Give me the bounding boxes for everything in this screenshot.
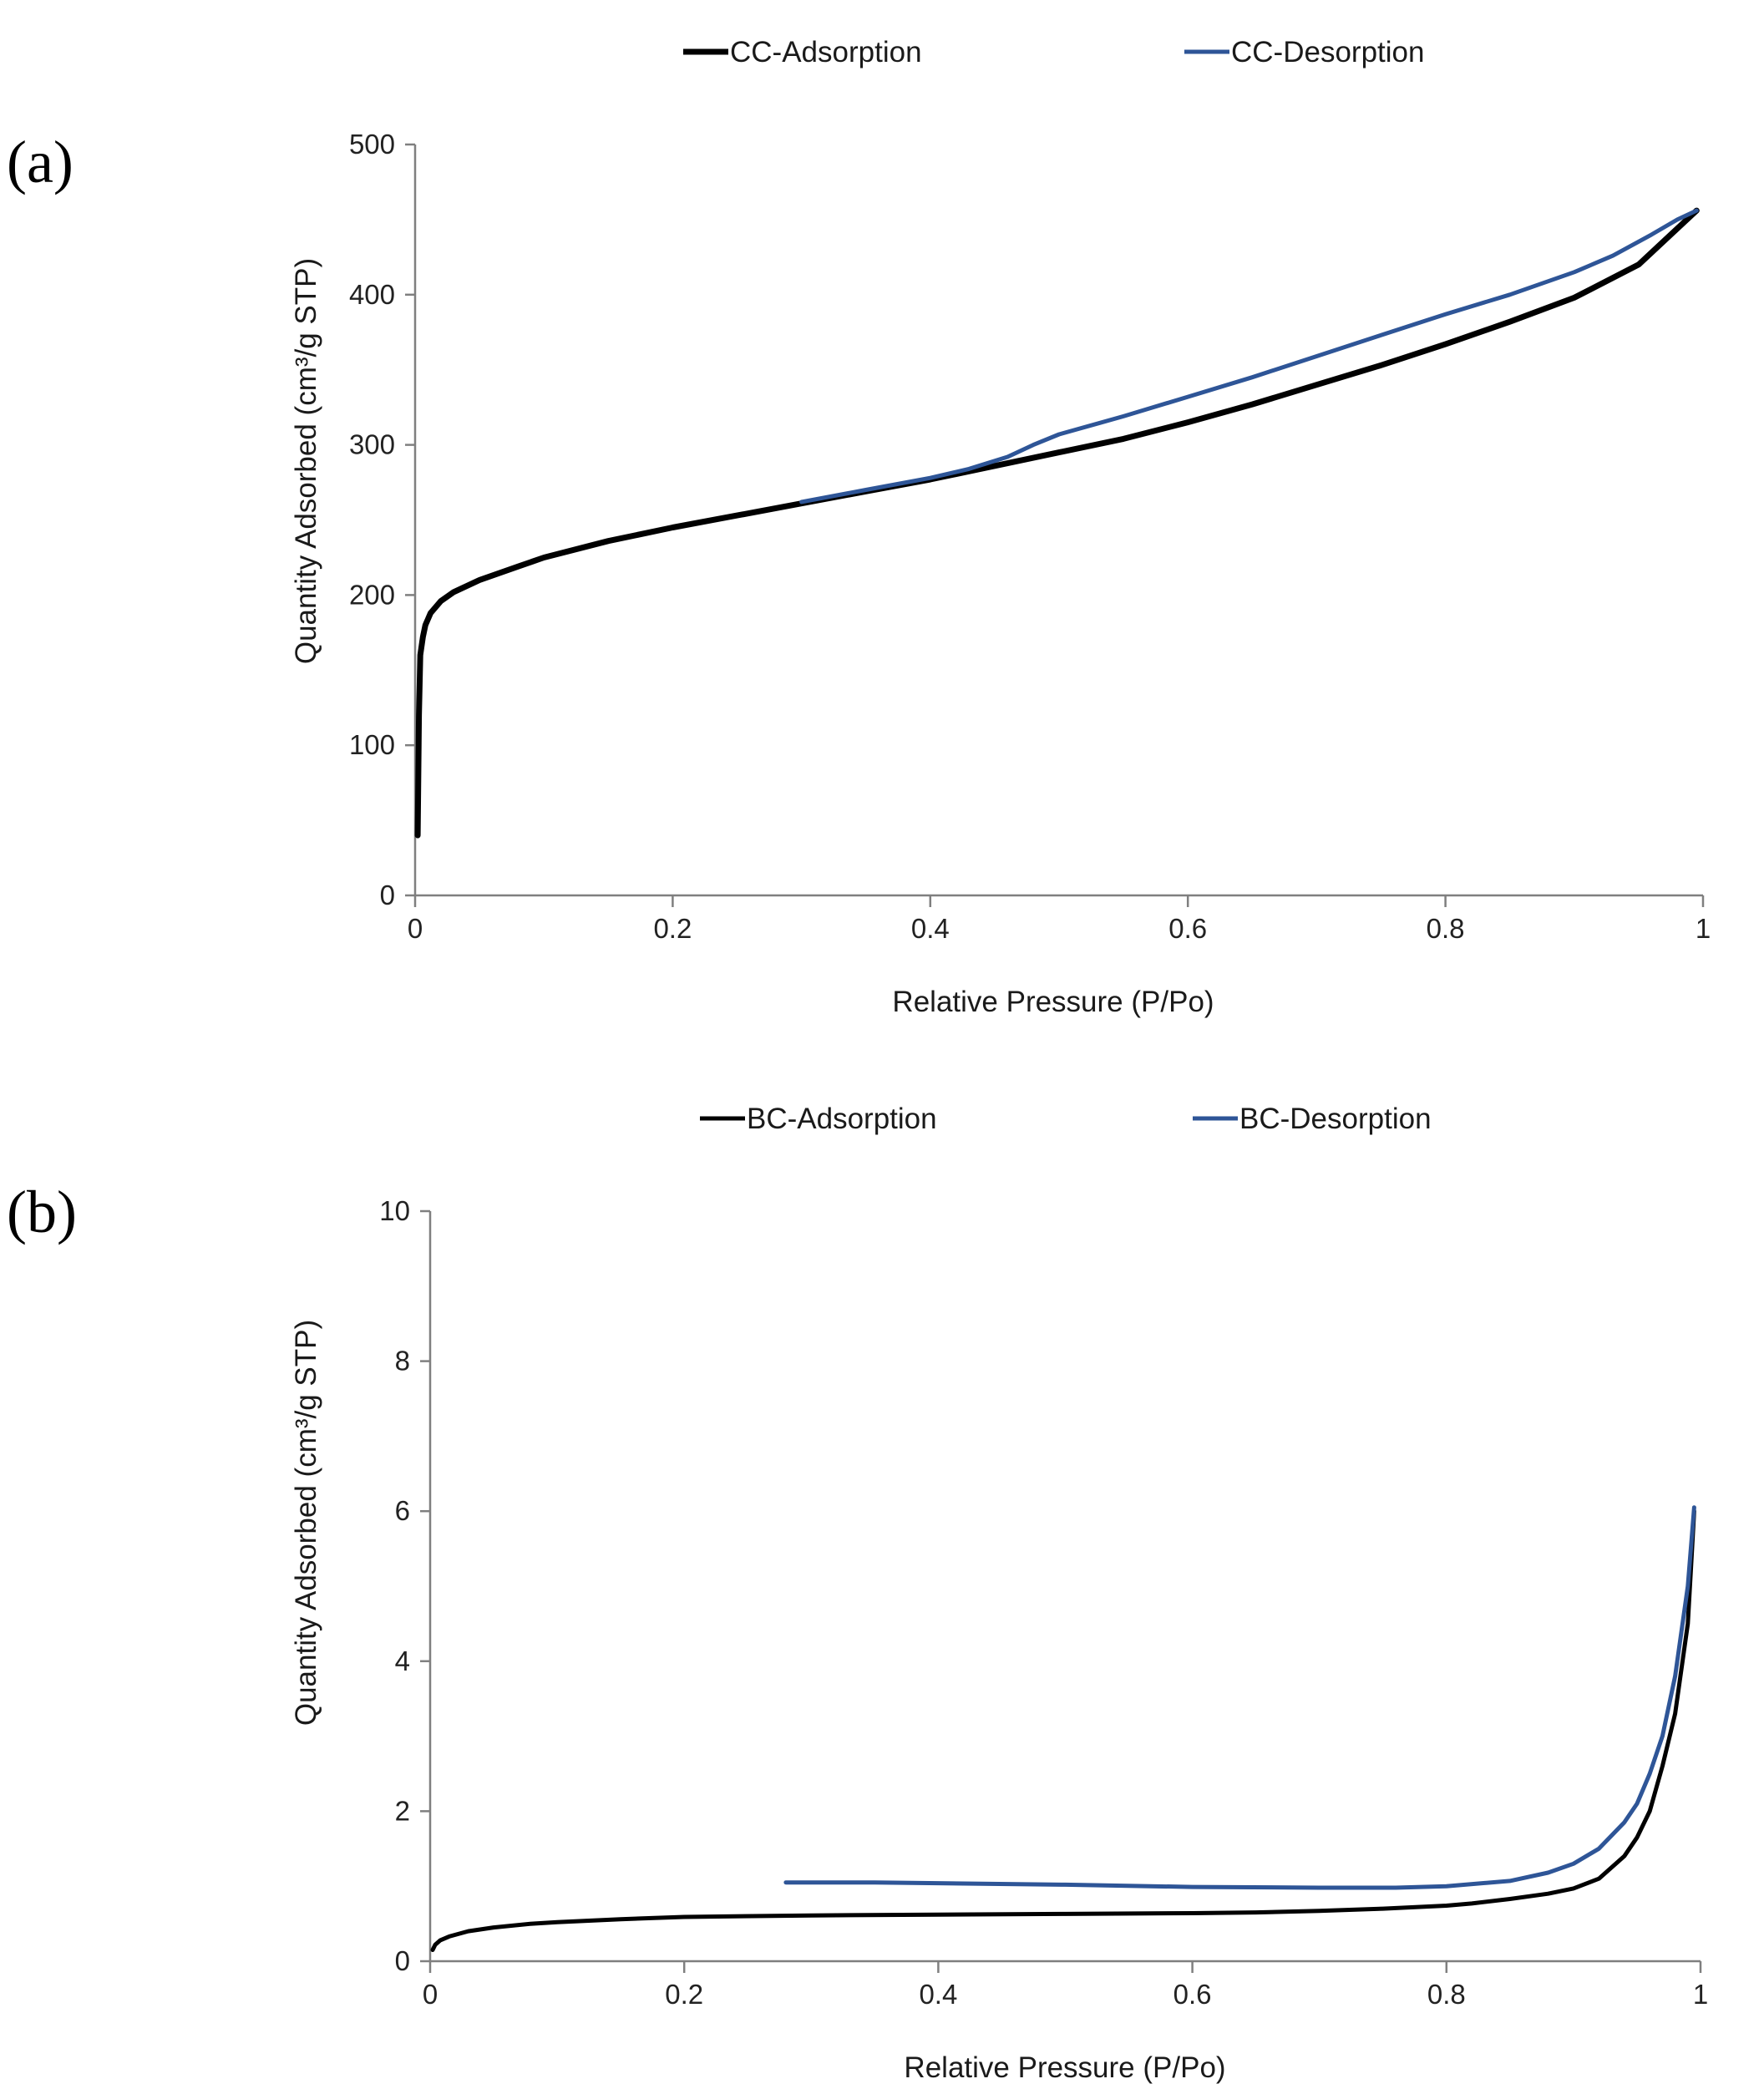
y-tick-label-b-3: 6 xyxy=(395,1495,410,1526)
x-tick-label-a-3: 0.6 xyxy=(1168,913,1207,944)
x-tick-label-b-4: 0.8 xyxy=(1427,1979,1466,2010)
x-axis-title-a: Relative Pressure (P/Po) xyxy=(892,986,1214,1018)
series-line-cc-desorption xyxy=(799,208,1699,505)
y-tick-label-b-1: 2 xyxy=(395,1795,410,1826)
y-tick-label-a-4: 400 xyxy=(349,279,395,310)
legend-a: CC-Adsorption CC-Desorption xyxy=(683,36,1424,68)
legend-label-cc-desorption: CC-Desorption xyxy=(1231,36,1424,68)
y-axis-title-b: Quantity Adsorbed (cm³/g STP) xyxy=(290,1320,322,1726)
x-tick-label-b-1: 0.2 xyxy=(665,1979,703,2010)
x-tick-label-a-0: 0 xyxy=(408,913,423,944)
panel-label-b: (b) xyxy=(7,1179,77,1245)
y-tick-label-b-4: 8 xyxy=(395,1346,410,1377)
legend-label-bc-desorption: BC-Desorption xyxy=(1239,1103,1432,1135)
series-line-bc-adsorption xyxy=(430,1508,1696,1952)
x-tick-label-a-2: 0.4 xyxy=(911,913,950,944)
x-tick-label-b-5: 1 xyxy=(1693,1979,1708,2010)
legend-b: BC-Adsorption BC-Desorption xyxy=(700,1103,1432,1135)
legend-label-cc-adsorption: CC-Adsorption xyxy=(730,36,922,68)
series-line-bc-desorption xyxy=(783,1505,1696,1890)
y-axis-title-a: Quantity Adsorbed (cm³/g STP) xyxy=(290,258,322,664)
x-tick-label-b-3: 0.6 xyxy=(1173,1979,1212,2010)
y-tick-label-b-2: 4 xyxy=(395,1645,410,1676)
x-tick-label-b-2: 0.4 xyxy=(919,1979,957,2010)
x-tick-label-a-1: 0.2 xyxy=(653,913,692,944)
panel-label-a: (a) xyxy=(7,129,74,195)
y-tick-label-a-5: 500 xyxy=(349,129,395,160)
series-b xyxy=(430,1505,1696,1952)
chart-panel-b: (b) BC-Adsorption BC-Desorption 0 0.2 0.4 0… xyxy=(7,1103,1708,2084)
y-tick-label-a-3: 300 xyxy=(349,429,395,460)
ticks-a: 0 0.2 0.4 0.6 0.8 1 0 100 200 300 400 500 xyxy=(349,129,1711,944)
x-tick-label-a-4: 0.8 xyxy=(1427,913,1465,944)
y-tick-label-b-0: 0 xyxy=(395,1945,410,1976)
x-tick-label-b-0: 0 xyxy=(423,1979,438,2010)
legend-label-bc-adsorption: BC-Adsorption xyxy=(747,1103,937,1135)
y-tick-label-a-2: 200 xyxy=(349,579,395,610)
x-axis-title-b: Relative Pressure (P/Po) xyxy=(904,2051,1225,2084)
x-tick-label-a-5: 1 xyxy=(1696,913,1711,944)
y-tick-label-a-1: 100 xyxy=(349,729,395,760)
y-tick-label-b-5: 10 xyxy=(379,1195,410,1226)
chart-panel-a: (a) CC-Adsorption CC-Desorption 0 0.2 0.4 0… xyxy=(7,36,1711,1018)
series-a xyxy=(414,207,1700,839)
series-line-cc-adsorption xyxy=(414,207,1700,839)
y-tick-label-a-0: 0 xyxy=(380,880,395,910)
